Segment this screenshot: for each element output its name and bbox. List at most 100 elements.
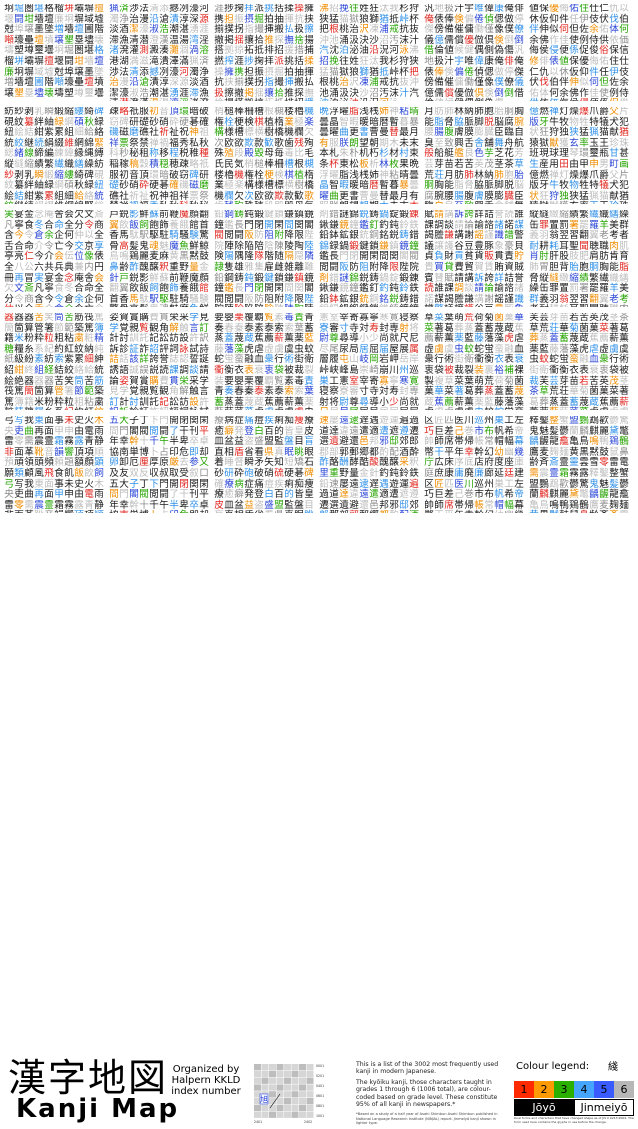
kanji-char: 島 xyxy=(349,364,359,376)
index-cell xyxy=(291,1084,299,1091)
kanji-char: 倒 xyxy=(504,87,514,99)
kanji-char: 薬 xyxy=(529,343,539,355)
kanji-char: 蒸 xyxy=(549,396,559,408)
kanji-char: 暗 xyxy=(359,180,369,192)
kanji-char: 虎 xyxy=(244,343,254,355)
kanji-char: 維 xyxy=(64,137,74,149)
kanji-char: 英 xyxy=(599,375,609,387)
kanji-char: 翼 xyxy=(589,230,599,242)
kanji-char: 謙 xyxy=(444,230,454,242)
kanji-char: 墟 xyxy=(94,13,104,25)
kanji-char: 友 xyxy=(119,467,129,479)
kanji-char: 眼 xyxy=(304,446,314,458)
kanji-char: 益 xyxy=(234,436,244,448)
kanji-char: 桃 xyxy=(339,24,349,36)
kanji-char: 河 xyxy=(179,66,189,78)
kanji-char: 険 xyxy=(214,251,224,263)
kanji-char: 笑 xyxy=(44,313,54,323)
kanji-char: 算 xyxy=(44,386,54,398)
kanji-char: 絆 xyxy=(24,180,34,192)
kanji-char: 源 xyxy=(199,13,209,25)
kanji-char: 挟 xyxy=(224,77,234,89)
kanji-char: 者 xyxy=(619,230,629,242)
kanji-char: 靴 xyxy=(34,446,44,458)
kanji-char: 汽 xyxy=(409,87,419,99)
organized-by-caption: Organized by Halpern KKLD index number xyxy=(166,1064,246,1097)
kanji-char: 矯 xyxy=(294,457,304,469)
kanji-char: 緻 xyxy=(549,210,559,220)
kanji-char: 索 xyxy=(54,354,64,366)
kanji-char: 降 xyxy=(284,230,294,242)
kanji-char: 川 xyxy=(389,364,399,376)
kanji-char: 全 xyxy=(4,261,14,273)
kanji-char: 禅 xyxy=(149,137,159,149)
kanji-char: 鞭 xyxy=(179,272,189,284)
kanji-char: 史 xyxy=(74,478,84,490)
kanji-char: 府 xyxy=(484,457,494,469)
kanji-char: 霊 xyxy=(559,457,569,469)
kanji-char: 尽 xyxy=(319,343,329,355)
kanji-char: 東 xyxy=(339,158,349,170)
kanji-char: 確 xyxy=(214,478,224,490)
kanji-char: 河 xyxy=(379,99,389,101)
kanji-char: 壌 xyxy=(54,34,64,46)
kanji-char: 面 xyxy=(14,511,24,513)
kanji-char: 清 xyxy=(129,66,139,78)
kanji-char: 議 xyxy=(444,305,454,307)
kanji-char: 域 xyxy=(84,13,94,25)
kanji-char: 門 xyxy=(159,478,169,490)
kanji-char: 門 xyxy=(339,251,349,263)
kanji-char: 紙 xyxy=(4,354,14,366)
kanji-char: 春 xyxy=(234,386,244,398)
kanji-char: 揚 xyxy=(224,99,234,101)
kanji-char: 潮 xyxy=(149,87,159,99)
kanji-char: 筋 xyxy=(94,375,104,387)
kanji-char: 紡 xyxy=(44,354,54,366)
kanji-char: 訓 xyxy=(139,396,149,408)
kanji-char: 斎 xyxy=(609,511,619,513)
kanji-char: 格 xyxy=(94,45,104,57)
kanji-char: 鑑 xyxy=(359,283,369,295)
kanji-char: 地 xyxy=(434,4,444,14)
kanji-char: 狩 xyxy=(549,127,559,139)
kanji-char: 術 xyxy=(284,354,294,366)
kanji-char: 鬼 xyxy=(149,305,159,307)
kanji-char: 汚 xyxy=(389,34,399,46)
kanji-char: 秦 xyxy=(244,386,254,398)
kanji-char: 合 xyxy=(74,283,84,295)
kanji-char: 篤 xyxy=(14,386,24,398)
kanji-char: 礎 xyxy=(109,180,119,192)
kanji-char: 爪 xyxy=(589,107,599,117)
kanji-char: 臭 xyxy=(444,202,454,204)
index-y-tick: 0801 xyxy=(316,1104,324,1108)
kanji-char: 鎌 xyxy=(284,272,294,284)
kanji-char: 倒 xyxy=(504,34,514,46)
kanji-char: 廉 xyxy=(54,13,64,25)
kanji-char: 毎 xyxy=(274,148,284,160)
kanji-char: 買 xyxy=(434,261,444,273)
kanji-char: 苦 xyxy=(54,375,64,387)
kanji-char: 僕 xyxy=(494,77,504,89)
index-cell xyxy=(254,1084,261,1091)
kanji-char: 居 xyxy=(379,408,389,410)
kanji-char: 貫 xyxy=(159,313,169,323)
kanji-char: 苦 xyxy=(589,375,599,387)
kanji-char: 寝 xyxy=(399,313,409,323)
kanji-char: 段 xyxy=(234,148,244,160)
kanji-char: 涯 xyxy=(199,24,209,36)
kanji-char: 伎 xyxy=(619,66,629,78)
kanji-char: 腸 xyxy=(454,190,464,202)
kanji-char: 虚 xyxy=(444,408,454,410)
kanji-char: 十 xyxy=(139,436,149,448)
kanji-char: 著 xyxy=(454,386,464,398)
kanji-char: 石 xyxy=(304,457,314,469)
kanji-char: 面 xyxy=(44,416,54,426)
kanji-char: 犯 xyxy=(619,180,629,192)
kanji-char: 腹 xyxy=(444,127,454,139)
kanji-char: 款 xyxy=(284,190,294,202)
kanji-char: 虎 xyxy=(424,408,434,410)
kanji-char: 百 xyxy=(274,489,284,501)
kanji-char: 給 xyxy=(84,364,94,376)
kanji-char: 座 xyxy=(504,457,514,469)
kanji-char: 闘 xyxy=(159,425,169,437)
